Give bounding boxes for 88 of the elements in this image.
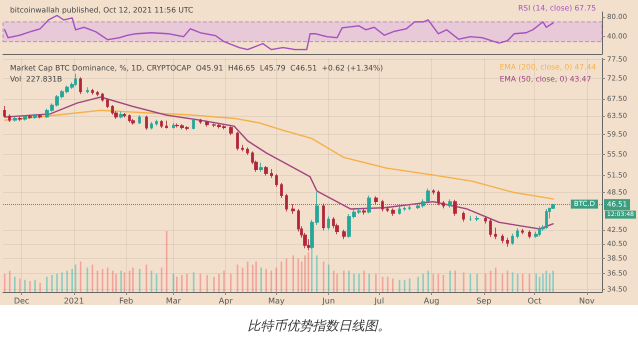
candlestick	[367, 195, 371, 214]
candlestick	[128, 114, 131, 123]
candlestick	[462, 211, 465, 222]
candlestick	[96, 90, 99, 97]
candlestick	[275, 174, 278, 188]
candlestick	[259, 162, 263, 172]
candlestick	[199, 118, 202, 124]
x-tick-label: Sep	[476, 296, 492, 306]
candlestick	[545, 208, 548, 230]
candlestick	[33, 113, 37, 120]
candlestick	[374, 196, 378, 204]
candlestick	[453, 199, 457, 216]
candlestick	[160, 120, 163, 128]
candlestick	[138, 114, 141, 124]
candlestick	[229, 126, 233, 136]
candlestick	[398, 206, 401, 216]
candlestick	[521, 228, 524, 235]
candlestick	[28, 114, 32, 120]
candlestick	[528, 230, 531, 239]
candlestick	[516, 228, 519, 239]
candlestick	[322, 203, 325, 231]
candlestick	[381, 199, 384, 212]
candlestick	[442, 200, 445, 209]
candlestick	[79, 76, 82, 95]
candlestick	[3, 106, 6, 118]
x-tick-label: Feb	[119, 296, 134, 306]
candlestick	[342, 229, 346, 240]
candlestick	[489, 218, 492, 238]
candlestick	[74, 73, 77, 86]
candlestick	[494, 227, 497, 240]
text: 比特币优势指数日线图。	[248, 319, 390, 334]
candlestick	[408, 204, 411, 211]
candlestick	[119, 111, 123, 119]
x-tick-label: Mar	[166, 296, 182, 306]
candlestick	[101, 92, 104, 102]
candlestick	[484, 216, 487, 224]
candlestick	[506, 237, 509, 248]
candlestick	[432, 188, 435, 195]
x-tick-label: Apr	[218, 296, 234, 306]
candlestick	[236, 131, 239, 151]
candlestick	[23, 114, 27, 122]
x-tick-label: Aug	[424, 296, 440, 306]
x-tick-label: Dec	[14, 296, 30, 306]
candlestick	[91, 88, 94, 95]
candlestick	[270, 168, 273, 178]
candlestick	[150, 122, 153, 130]
candlestick	[172, 122, 175, 129]
candlestick	[165, 120, 168, 129]
candlestick	[131, 118, 135, 126]
candlestick	[327, 216, 330, 230]
candlestick	[264, 165, 268, 176]
candlestick	[448, 198, 452, 208]
candlestick	[386, 206, 389, 213]
candlestick	[391, 208, 395, 216]
candlestick	[475, 216, 479, 222]
x-tick-label: Nov	[579, 296, 595, 306]
candlestick	[511, 233, 514, 246]
candlestick	[501, 234, 504, 244]
candlestick	[469, 216, 472, 222]
candlestick	[538, 226, 541, 237]
candlestick	[280, 182, 283, 198]
candlestick	[8, 114, 11, 122]
candlestick	[246, 146, 249, 156]
x-tick-label: May	[268, 296, 285, 306]
candlestick	[18, 116, 22, 122]
x-tick-label: 2021	[64, 296, 84, 306]
x-tick-label: Oct	[528, 296, 542, 306]
x-tick-label: Jul	[373, 296, 384, 306]
candlestick	[362, 208, 366, 216]
candlestick	[106, 98, 109, 109]
candlestick	[38, 114, 42, 119]
line-series	[4, 96, 554, 230]
candlestick	[403, 206, 406, 212]
candlestick	[145, 115, 148, 130]
candlestick	[437, 190, 440, 206]
candlestick	[241, 144, 244, 152]
line-series	[4, 14, 554, 50]
candlestick	[205, 120, 209, 128]
candlestick	[291, 204, 295, 214]
candlestick	[192, 118, 195, 130]
candlestick	[86, 86, 89, 94]
candlestick	[111, 104, 114, 116]
candlestick	[123, 112, 126, 118]
candlestick	[155, 119, 158, 126]
candlestick	[285, 193, 288, 212]
candlestick	[13, 116, 17, 122]
x-tick-label: Jun	[321, 296, 335, 306]
line-series	[4, 110, 554, 200]
